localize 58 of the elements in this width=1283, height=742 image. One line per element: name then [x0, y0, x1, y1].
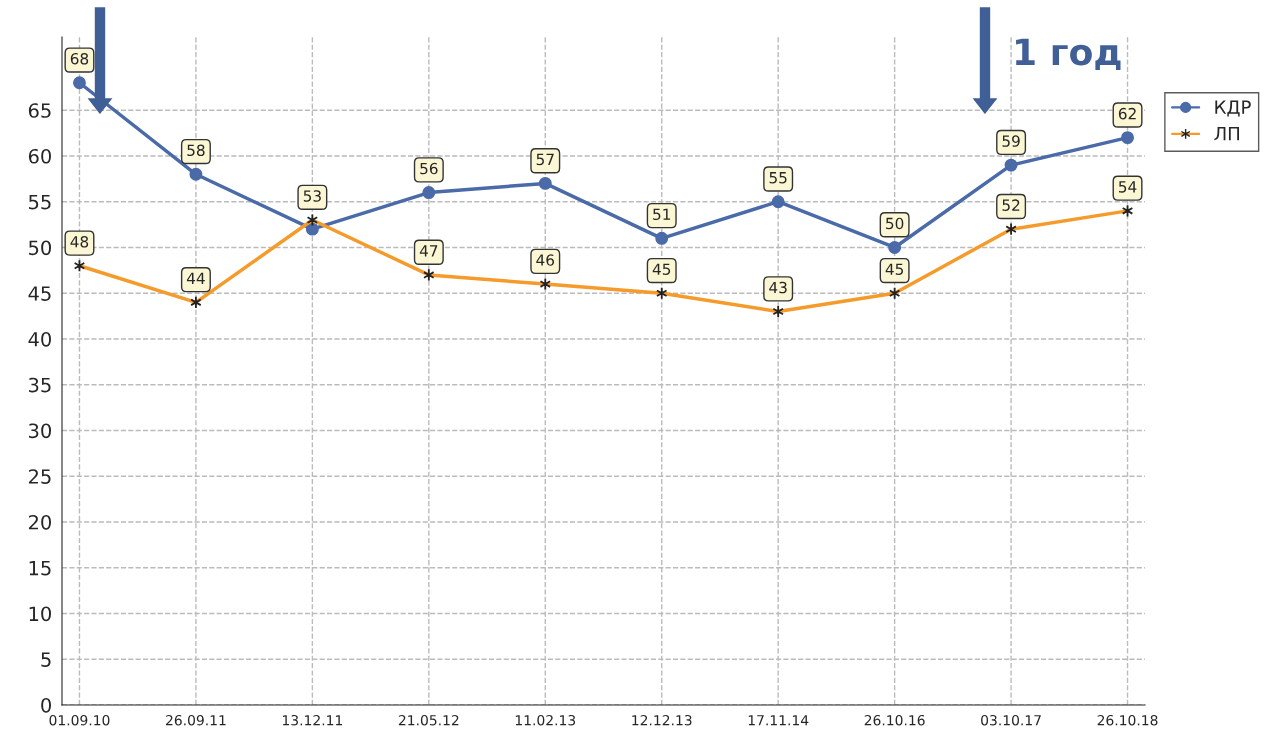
y-tick-label: 30 [29, 423, 51, 439]
x-tick-label: 21.05.12 [398, 714, 459, 726]
x-tick-label: 13.12.11 [282, 714, 343, 726]
point [539, 277, 551, 291]
x-tick-label: 03.10.17 [981, 714, 1041, 726]
y-tick-label: 5 [41, 652, 51, 667]
point [888, 241, 902, 254]
data-label: 50 [886, 217, 904, 230]
point [305, 222, 319, 236]
y-tick-label: 55 [29, 194, 51, 210]
point [655, 231, 669, 245]
data-label: 48 [70, 235, 89, 248]
point [771, 195, 785, 209]
x-tick-label: 26.10.18 [1097, 714, 1158, 726]
legend-label: КДР [1215, 100, 1251, 117]
y-tick-label: 60 [28, 148, 51, 164]
data-label: 46 [536, 254, 555, 266]
y-tick-label: 0 [41, 697, 51, 713]
x-tick-label: 26.10.16 [864, 714, 925, 726]
data-label: 55 [769, 172, 787, 184]
point [73, 76, 86, 90]
y-tick-label: 35 [29, 377, 51, 393]
data-label: 56 [420, 162, 438, 175]
point [189, 167, 203, 181]
y-tick-label: 50 [29, 240, 51, 256]
y-tick-label: 15 [29, 560, 51, 576]
data-label: 62 [1118, 107, 1136, 120]
data-label: 43 [769, 281, 787, 294]
data-label: 53 [303, 190, 321, 202]
point [422, 186, 436, 200]
y-tick-label: 45 [28, 286, 51, 301]
data-label: 54 [1118, 181, 1137, 193]
data-label: 47 [419, 245, 438, 257]
y-tick-label: 20 [28, 514, 51, 530]
y-tick-label: 10 [29, 606, 51, 622]
x-tick-label: 26.09.11 [166, 714, 226, 726]
y-tick-label: 65 [28, 103, 51, 118]
y-tick-label: 25 [28, 469, 51, 484]
data-label: 45 [652, 263, 671, 275]
point [1121, 131, 1134, 145]
point [306, 213, 319, 227]
data-label: 51 [653, 208, 671, 221]
legend-label: ЛП [1214, 127, 1239, 141]
point [538, 176, 552, 190]
data-label: 59 [1002, 135, 1020, 147]
data-label: 52 [1002, 199, 1020, 211]
data-label: 45 [885, 263, 904, 275]
x-tick-label: 17.11.14 [748, 715, 809, 726]
x-tick-label: 11.02.13 [515, 714, 576, 726]
x-tick-label: 01.09.10 [49, 714, 110, 726]
data-label: 58 [187, 144, 205, 157]
data-label: 44 [186, 272, 205, 284]
y-tick-label: 40 [28, 331, 51, 347]
point [1004, 158, 1018, 172]
annotation: 1 год [1016, 38, 1121, 70]
data-label: 68 [70, 52, 89, 65]
x-tick-label: 12.12.13 [632, 714, 692, 726]
data-label: 57 [536, 153, 554, 166]
